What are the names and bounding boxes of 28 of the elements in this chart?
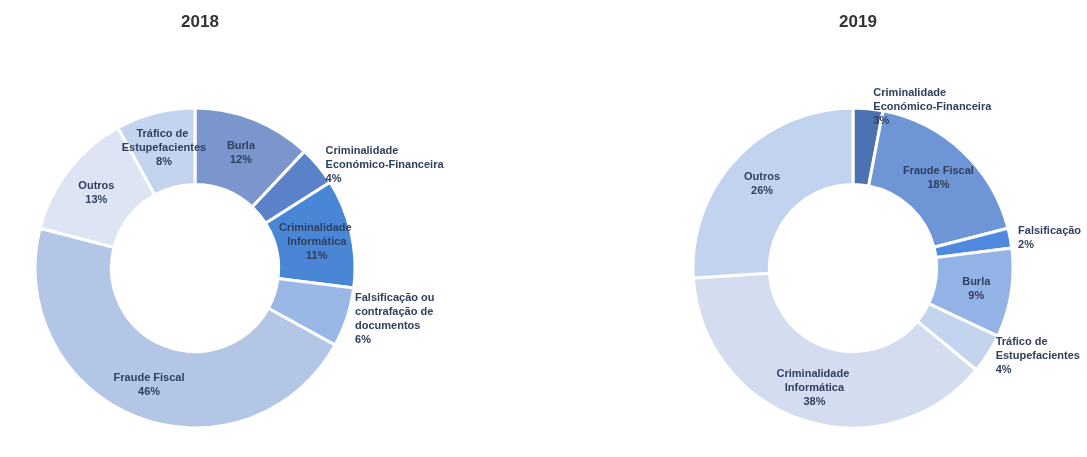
- slice-label: Burla: [962, 274, 992, 287]
- data-label: 9%: [968, 288, 985, 301]
- slice-label: Outros: [743, 169, 781, 182]
- slice-label: Fraude Fiscal: [902, 164, 974, 177]
- slice-label: Falsificação ou contrafação de documentos: [355, 291, 438, 332]
- slice-label: Tráfico de Estupefacientes: [121, 127, 207, 154]
- slice-label: Criminalidade Económico-Financeira: [325, 144, 445, 171]
- slice-label: Criminalidade Informática: [776, 366, 853, 393]
- slice-label: Burla: [226, 138, 256, 151]
- data-label: 11%: [306, 248, 328, 261]
- data-label: 2%: [1018, 238, 1035, 251]
- data-label: 46%: [138, 385, 161, 398]
- chart-title: 2018: [181, 12, 219, 31]
- slice-label: Outros: [78, 178, 115, 191]
- data-label: 4%: [995, 363, 1012, 376]
- slice-label: Criminalidade Económico-Financeira: [873, 85, 993, 112]
- data-label: 18%: [927, 178, 950, 191]
- chart-title: 2019: [839, 12, 877, 31]
- slice-label: Fraude Fiscal: [113, 371, 185, 384]
- data-label: 13%: [85, 192, 108, 205]
- data-label: 4%: [325, 172, 342, 185]
- data-label: 26%: [751, 183, 774, 196]
- data-label: 8%: [156, 155, 173, 168]
- data-label: 12%: [229, 152, 253, 165]
- data-label: 38%: [803, 394, 826, 407]
- slice-label: Falsificação: [1018, 224, 1082, 237]
- slice-label: Tráfico de Estupefacientes: [995, 335, 1080, 362]
- data-label: 6%: [355, 333, 372, 346]
